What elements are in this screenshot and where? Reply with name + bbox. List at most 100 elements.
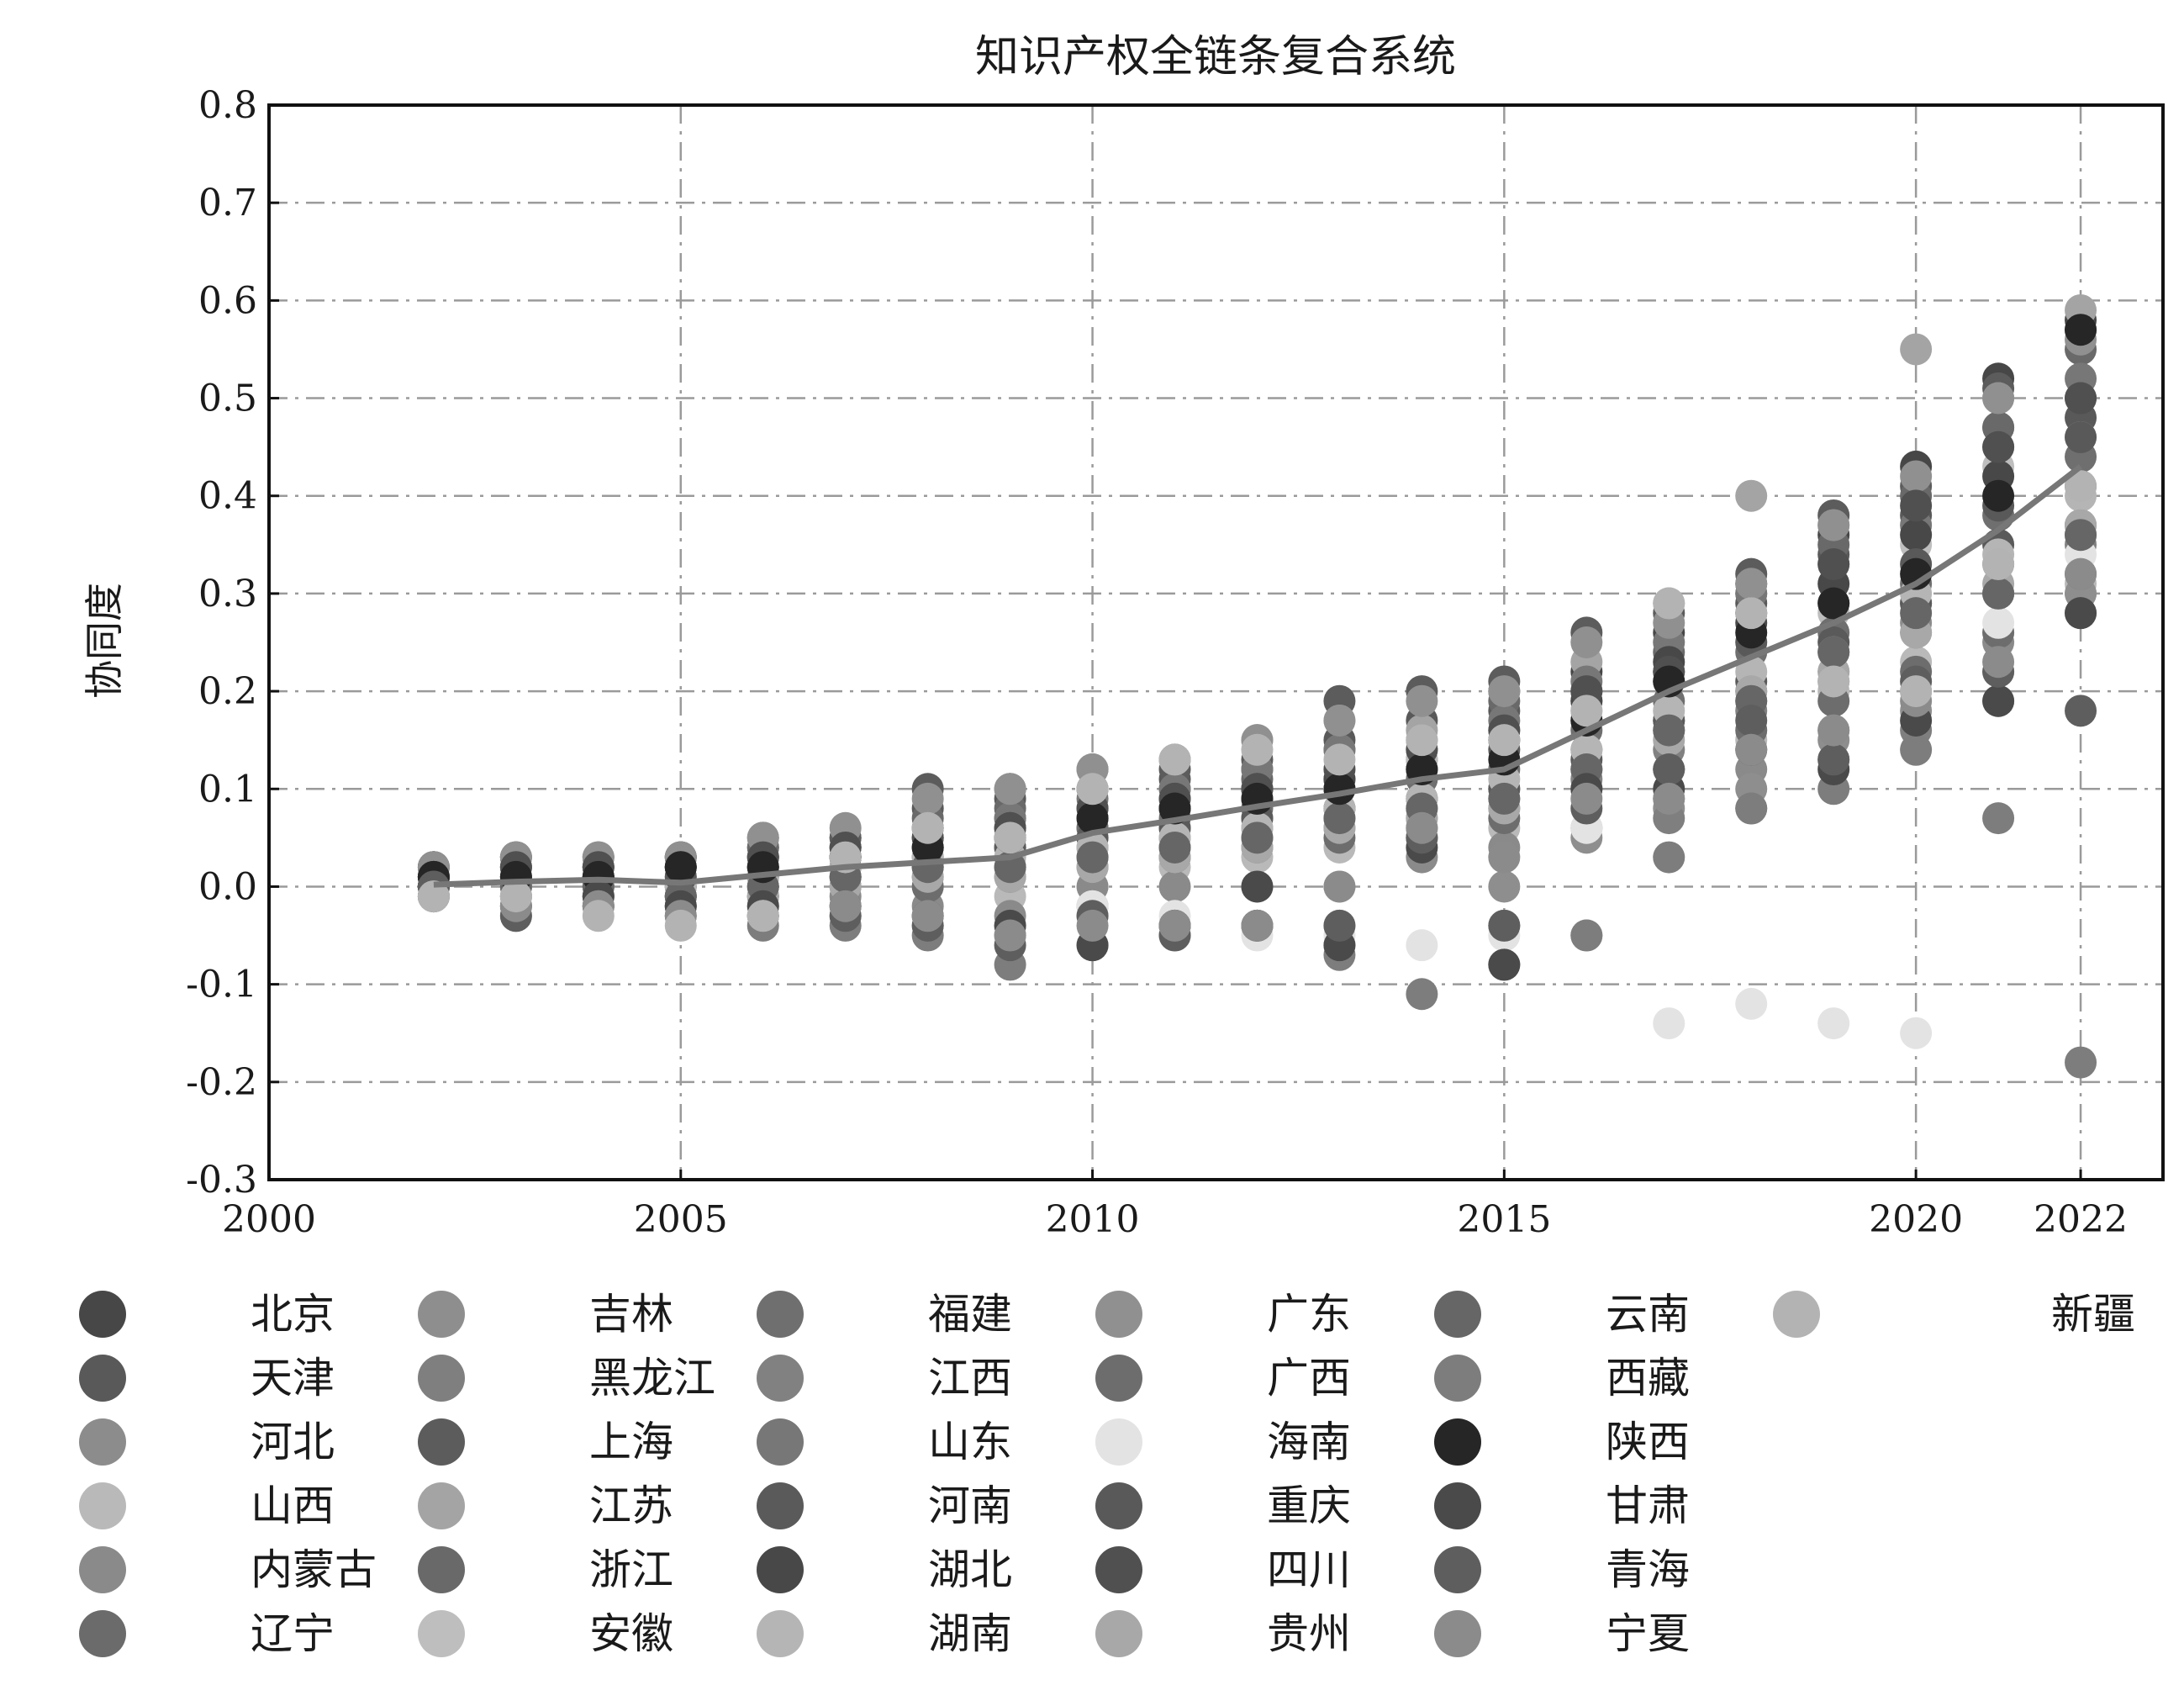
data-point	[1653, 753, 1685, 786]
y-tick-label: -0.2	[186, 1061, 257, 1104]
data-point	[1817, 636, 1850, 668]
data-point	[994, 773, 1026, 806]
data-point	[2065, 597, 2097, 630]
chart-title: 知识产权全链条复合系统	[975, 32, 1456, 82]
mean-line-layer	[433, 464, 2083, 888]
data-point	[1323, 704, 1356, 737]
data-point	[1982, 430, 2015, 463]
data-point	[1653, 714, 1685, 747]
legend-marker	[79, 1418, 126, 1466]
y-tick-label: 0.8	[198, 84, 257, 127]
legend-label: 浙江	[589, 1545, 673, 1594]
data-point	[1488, 870, 1521, 903]
legend-item: 安徽	[418, 1609, 673, 1658]
legend-marker	[79, 1610, 126, 1657]
data-point	[2065, 382, 2097, 415]
legend-marker	[418, 1355, 465, 1402]
data-point	[1241, 870, 1274, 903]
data-point	[1488, 782, 1521, 815]
data-point	[911, 782, 944, 815]
legend-marker	[757, 1355, 804, 1402]
points-layer	[417, 293, 2097, 1079]
legend-label: 宁夏	[1606, 1609, 1690, 1658]
legend-label: 山西	[251, 1482, 335, 1530]
data-point	[1076, 802, 1109, 835]
legend-marker	[1095, 1546, 1142, 1593]
legend-item: 甘肃	[1434, 1482, 1690, 1530]
data-point	[1735, 792, 1768, 825]
legend-marker	[1095, 1610, 1142, 1657]
legend-item: 辽宁	[79, 1609, 335, 1658]
legend-item: 天津	[79, 1354, 335, 1402]
data-point	[1900, 675, 1933, 708]
data-point	[1241, 821, 1274, 854]
legend-item: 重庆	[1095, 1482, 1351, 1530]
legend-marker	[1095, 1482, 1142, 1529]
data-point	[499, 880, 532, 913]
legend-item: 江西	[757, 1354, 1012, 1402]
legend-label: 海南	[1267, 1418, 1351, 1466]
legend-label: 甘肃	[1606, 1482, 1690, 1530]
legend-marker	[1434, 1291, 1481, 1338]
data-point	[1406, 978, 1438, 1011]
x-tick-label: 2000	[222, 1198, 316, 1241]
data-point	[1982, 382, 2015, 415]
legend-marker	[757, 1418, 804, 1466]
data-point	[1076, 909, 1109, 942]
data-point	[1735, 987, 1768, 1020]
data-point	[994, 919, 1026, 952]
legend-label: 北京	[251, 1290, 335, 1339]
data-point	[911, 900, 944, 932]
data-point	[1158, 831, 1191, 864]
data-point	[1241, 909, 1274, 942]
legend-item: 内蒙古	[79, 1545, 377, 1594]
legend-label: 湖北	[928, 1545, 1012, 1594]
legend-marker	[79, 1355, 126, 1402]
legend-label: 贵州	[1267, 1609, 1351, 1658]
data-point	[1735, 479, 1768, 512]
legend-item: 山西	[79, 1482, 335, 1530]
data-point	[1817, 743, 1850, 776]
data-point	[2065, 314, 2097, 346]
data-point	[1817, 1007, 1850, 1040]
legend-label: 安徽	[589, 1609, 673, 1658]
legend-marker	[1095, 1291, 1142, 1338]
data-point	[746, 900, 779, 932]
legend-item: 湖北	[757, 1545, 1012, 1594]
data-point	[1900, 1017, 1933, 1049]
data-point	[664, 851, 697, 884]
legend-label: 青海	[1606, 1545, 1690, 1594]
legend-item: 西藏	[1434, 1354, 1690, 1402]
data-point	[1406, 724, 1438, 757]
y-tick-label: 0.1	[198, 768, 257, 811]
data-point	[1488, 841, 1521, 874]
legend-label: 河南	[928, 1482, 1012, 1530]
data-point	[1488, 675, 1521, 708]
data-point	[2065, 695, 2097, 727]
legend-marker	[1434, 1610, 1481, 1657]
data-point	[1735, 733, 1768, 766]
data-point	[1817, 509, 1850, 541]
data-point	[1158, 870, 1191, 903]
data-point	[1735, 704, 1768, 737]
legend-item: 青海	[1434, 1545, 1690, 1594]
y-tick-label: 0.7	[198, 182, 257, 224]
data-point	[1488, 724, 1521, 757]
data-point	[1570, 919, 1603, 952]
y-tick-label: 0.0	[198, 865, 257, 908]
legend-item: 山东	[757, 1418, 1012, 1466]
legend-item: 河北	[79, 1418, 335, 1466]
data-point	[1900, 489, 1933, 522]
legend-marker	[418, 1418, 465, 1466]
data-point	[1488, 948, 1521, 981]
legend-label: 广东	[1267, 1290, 1351, 1339]
legend-marker	[1095, 1418, 1142, 1466]
legend-marker	[418, 1546, 465, 1593]
legend-item: 宁夏	[1434, 1609, 1690, 1658]
legend-item: 吉林	[418, 1290, 673, 1339]
legend-item: 江苏	[418, 1482, 673, 1530]
y-tick-label: 0.3	[198, 573, 257, 615]
legend-label: 山东	[928, 1418, 1012, 1466]
